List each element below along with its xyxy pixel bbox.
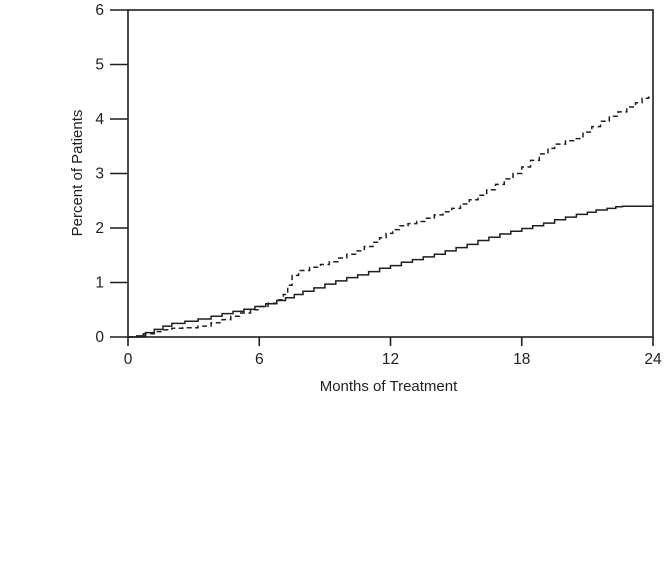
legend-and-counts: - - - Placebo Group No. of events, cumul… bbox=[0, 400, 669, 572]
y-tick-label: 1 bbox=[95, 275, 104, 292]
x-tick-label: 6 bbox=[255, 351, 264, 368]
y-axis-title: Percent of Patients bbox=[69, 110, 86, 237]
series-placebo-group-line bbox=[128, 96, 653, 338]
chart-area: 0 1 2 3 4 5 6 0 6 12 18 24 Percent of Patients Months… bbox=[69, 2, 662, 395]
x-tick-label: 18 bbox=[513, 351, 530, 368]
y-tick-label: 5 bbox=[95, 57, 104, 74]
x-tick-label: 24 bbox=[644, 351, 662, 368]
x-tick-label: 0 bbox=[124, 351, 133, 368]
y-tick-label: 3 bbox=[95, 166, 104, 183]
x-tick-label: 12 bbox=[382, 351, 399, 368]
y-tick-label: 4 bbox=[95, 111, 104, 128]
y-tick-label: 6 bbox=[95, 2, 104, 19]
series-dutasteride-group-line bbox=[128, 205, 653, 338]
y-tick-label: 0 bbox=[95, 329, 104, 346]
y-tick-label: 2 bbox=[95, 220, 104, 237]
plot-frame bbox=[127, 9, 654, 338]
x-axis-title: Months of Treatment bbox=[320, 378, 458, 395]
